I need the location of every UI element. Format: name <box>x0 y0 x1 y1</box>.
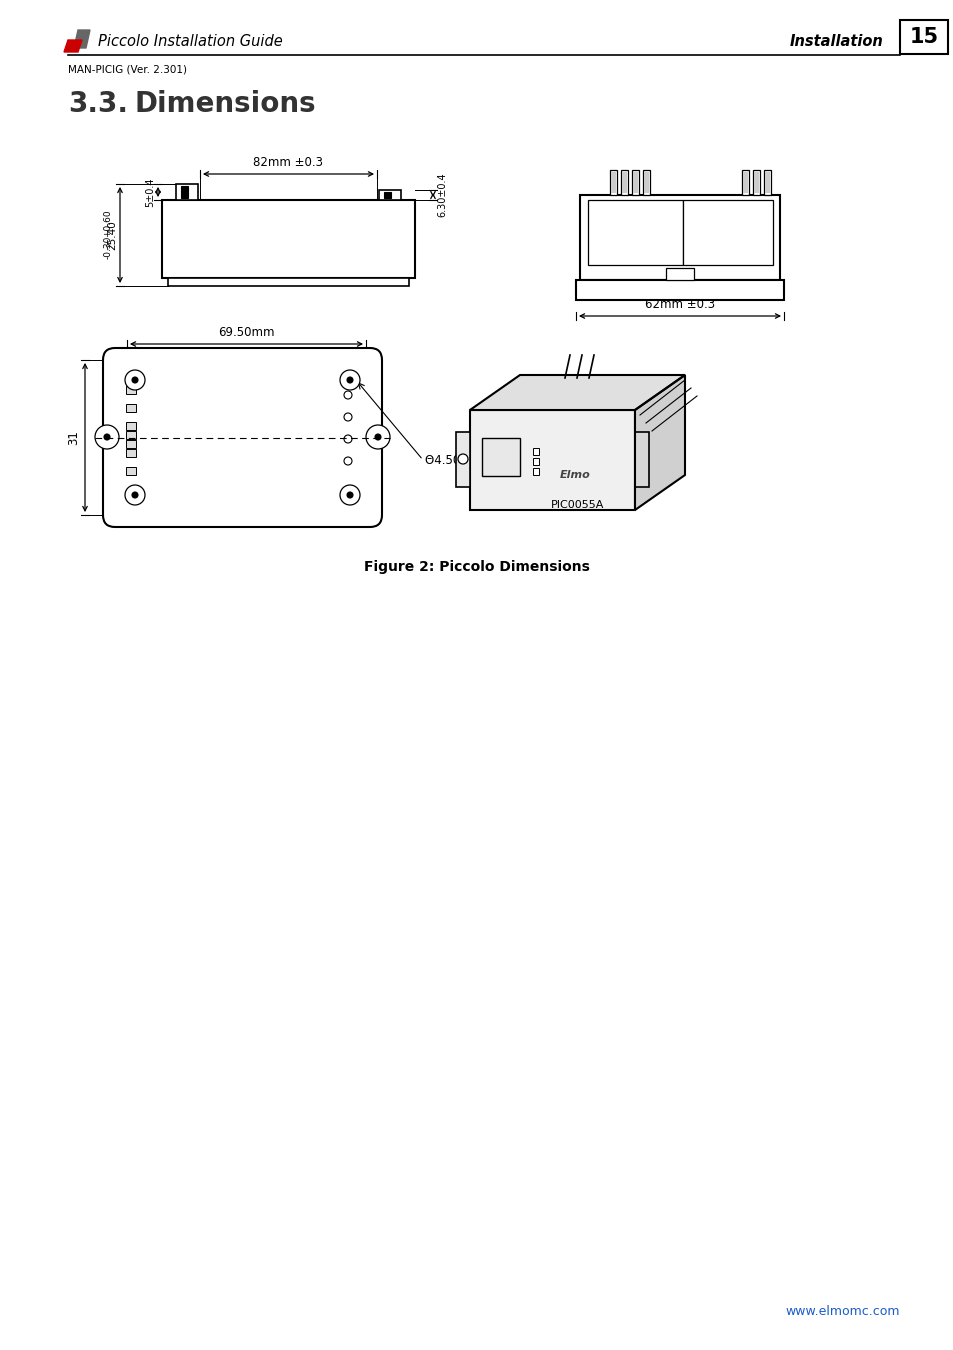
Bar <box>763 170 770 194</box>
Text: Installation: Installation <box>789 34 882 49</box>
Bar <box>126 431 136 439</box>
Bar <box>576 279 783 300</box>
Circle shape <box>344 458 352 464</box>
Circle shape <box>344 392 352 400</box>
Bar <box>456 432 470 487</box>
Text: -0.30: -0.30 <box>103 235 112 259</box>
Text: +0.60: +0.60 <box>103 209 112 236</box>
Bar <box>753 171 759 193</box>
Bar <box>126 440 136 448</box>
Text: 62mm ±0.3: 62mm ±0.3 <box>644 298 715 311</box>
Bar <box>742 171 747 193</box>
Text: 15: 15 <box>908 27 938 47</box>
Bar <box>378 190 400 200</box>
Text: Dimensions: Dimensions <box>135 90 316 117</box>
Polygon shape <box>74 30 90 49</box>
Bar <box>126 404 136 412</box>
Bar <box>126 386 136 394</box>
Bar <box>643 171 648 193</box>
Bar <box>126 467 136 475</box>
Bar <box>533 458 538 464</box>
Bar <box>181 186 188 198</box>
Text: 25.40: 25.40 <box>107 220 117 250</box>
Circle shape <box>347 377 353 383</box>
Circle shape <box>347 491 353 498</box>
Circle shape <box>375 433 380 440</box>
Bar <box>470 410 635 510</box>
Bar <box>481 437 519 477</box>
FancyBboxPatch shape <box>103 348 381 526</box>
Bar <box>533 448 538 455</box>
Bar <box>635 432 648 487</box>
Circle shape <box>339 370 359 390</box>
Bar <box>741 170 748 194</box>
Circle shape <box>125 485 145 505</box>
Bar <box>175 184 198 200</box>
Circle shape <box>457 454 468 464</box>
Circle shape <box>125 370 145 390</box>
Bar <box>609 170 617 194</box>
Bar <box>764 171 769 193</box>
Bar <box>587 200 682 265</box>
Bar <box>168 278 409 286</box>
Text: 69.50mm: 69.50mm <box>218 325 274 339</box>
Bar <box>162 200 415 278</box>
Text: 31: 31 <box>67 431 80 446</box>
Text: 6.30±0.4: 6.30±0.4 <box>436 173 447 217</box>
Bar <box>620 170 627 194</box>
Text: Figure 2: Piccolo Dimensions: Figure 2: Piccolo Dimensions <box>364 560 589 574</box>
Bar <box>126 450 136 458</box>
Text: Elmo: Elmo <box>559 470 590 481</box>
Bar <box>610 171 616 193</box>
Text: Θ4.50 x2: Θ4.50 x2 <box>424 454 478 467</box>
Bar <box>633 171 638 193</box>
Bar <box>384 192 391 198</box>
Circle shape <box>344 413 352 421</box>
Bar <box>631 170 639 194</box>
Circle shape <box>132 377 138 383</box>
Bar <box>642 170 649 194</box>
Circle shape <box>339 485 359 505</box>
Polygon shape <box>470 375 684 410</box>
Text: MAN-PICIG (Ver. 2.301): MAN-PICIG (Ver. 2.301) <box>68 63 187 74</box>
Bar <box>621 171 626 193</box>
Text: PIC0055A: PIC0055A <box>550 500 603 510</box>
Polygon shape <box>64 40 82 53</box>
Circle shape <box>104 433 110 440</box>
Circle shape <box>344 435 352 443</box>
Bar <box>665 269 693 279</box>
Bar <box>533 468 538 475</box>
Text: www.elmomc.com: www.elmomc.com <box>784 1305 899 1318</box>
Text: 3.3.: 3.3. <box>68 90 128 117</box>
Bar <box>126 423 136 431</box>
Bar <box>752 170 760 194</box>
Circle shape <box>366 425 390 450</box>
Text: 5±0.4: 5±0.4 <box>145 177 154 207</box>
Bar <box>682 200 772 265</box>
Bar <box>579 194 780 279</box>
Polygon shape <box>635 375 684 510</box>
Bar <box>899 20 947 54</box>
Circle shape <box>95 425 119 450</box>
Text: 82mm ±0.3: 82mm ±0.3 <box>253 157 323 169</box>
Text: Piccolo Installation Guide: Piccolo Installation Guide <box>98 34 282 49</box>
Circle shape <box>132 491 138 498</box>
